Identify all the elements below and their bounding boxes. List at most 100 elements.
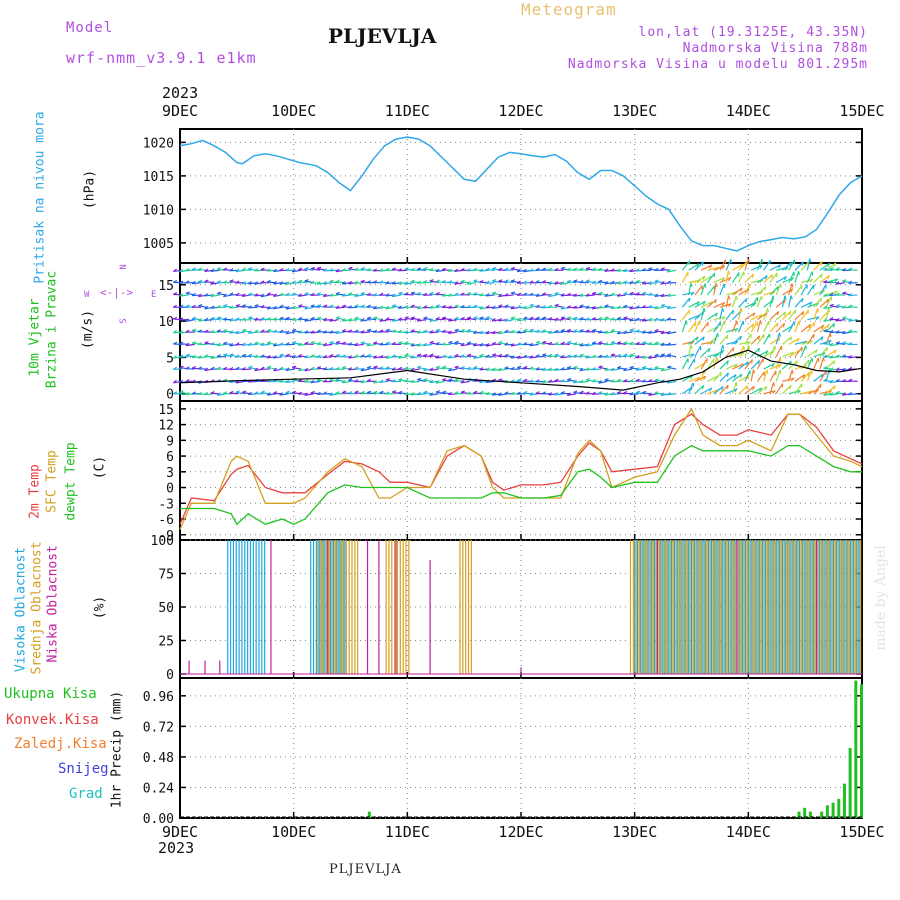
wind-arrowhead bbox=[685, 320, 688, 325]
wind-arrowhead bbox=[796, 338, 800, 343]
wind-arrow bbox=[529, 343, 539, 347]
wind-arrow bbox=[713, 316, 726, 321]
wind-arrowhead bbox=[654, 391, 659, 395]
wind-arrowhead bbox=[714, 299, 717, 304]
wind-arrow bbox=[285, 392, 295, 395]
wind-arrow bbox=[813, 383, 822, 395]
wind-arrow bbox=[467, 317, 477, 321]
wind-arrow bbox=[750, 314, 763, 321]
wind-arrowhead bbox=[398, 291, 403, 295]
wind-arrowhead bbox=[566, 292, 571, 296]
date-label-top: 14DEC bbox=[726, 102, 771, 120]
wind-arrowhead bbox=[354, 379, 359, 383]
wind-arrowhead bbox=[260, 317, 265, 320]
wind-arrowhead bbox=[802, 374, 806, 379]
wind-arrowhead bbox=[185, 353, 190, 357]
wind-arrow bbox=[732, 373, 743, 382]
wind-arrowhead bbox=[366, 353, 372, 357]
wind-arrow bbox=[617, 355, 627, 358]
wind-arrow bbox=[819, 262, 831, 271]
wind-arrow bbox=[585, 343, 595, 347]
wind-arrowhead bbox=[635, 367, 640, 371]
wind-arrow bbox=[688, 344, 692, 357]
wind-arrowhead bbox=[285, 379, 290, 383]
wind-arrowhead bbox=[610, 367, 615, 371]
wind-arrow bbox=[732, 363, 744, 370]
wind-arrowhead bbox=[660, 317, 665, 322]
wind-arrow bbox=[848, 294, 858, 297]
wind-arrowhead bbox=[720, 386, 724, 391]
wind-arrow bbox=[654, 355, 664, 358]
wind-arrowhead bbox=[722, 344, 725, 350]
date-label-top: 13DEC bbox=[612, 102, 657, 120]
wind-arrow bbox=[713, 371, 722, 382]
wind-arrow bbox=[410, 368, 420, 372]
wind-arrowhead bbox=[648, 292, 653, 296]
wind-arrowhead bbox=[666, 391, 671, 396]
wind-arrowhead bbox=[591, 391, 596, 395]
wind-arrow bbox=[592, 293, 602, 296]
wind-arrowhead bbox=[573, 390, 578, 393]
wind-arrowhead bbox=[179, 304, 184, 308]
wind-arrowhead bbox=[273, 342, 277, 347]
wind-arrowhead bbox=[808, 324, 812, 329]
wind-arrowhead bbox=[191, 391, 196, 395]
wind-arrow bbox=[635, 293, 645, 296]
wind-arrow bbox=[667, 331, 677, 335]
wind-arrowhead bbox=[782, 323, 786, 328]
wind-arrow bbox=[738, 341, 751, 345]
wind-arrowhead bbox=[460, 267, 465, 271]
wind-arrowhead bbox=[734, 341, 739, 345]
wind-arrowhead bbox=[800, 285, 803, 290]
wind-arrowhead bbox=[416, 280, 421, 284]
wind-arrow bbox=[788, 259, 796, 271]
wind-arrowhead bbox=[635, 279, 640, 283]
wind-arrow bbox=[648, 356, 658, 359]
wind-arrowhead bbox=[523, 292, 528, 296]
wind-arrowhead bbox=[316, 292, 321, 295]
wind-arrowhead bbox=[485, 267, 490, 271]
wind-arrow bbox=[554, 304, 564, 308]
wind-arrowhead bbox=[517, 365, 522, 369]
wind-arrowhead bbox=[222, 366, 228, 370]
wind-arrowhead bbox=[173, 379, 177, 384]
wind-arrow bbox=[744, 359, 753, 370]
wind-arrowhead bbox=[713, 272, 716, 278]
wind-arrow bbox=[667, 354, 677, 358]
wind-arrowhead bbox=[688, 260, 691, 265]
wind-arrow bbox=[623, 368, 633, 372]
wind-arrowhead bbox=[541, 280, 546, 283]
wind-arrow bbox=[217, 330, 227, 333]
date-label-top: 15DEC bbox=[839, 102, 884, 120]
wind-arrowhead bbox=[379, 390, 384, 394]
date-label-top: 11DEC bbox=[385, 102, 430, 120]
wind-arrowhead bbox=[728, 303, 732, 307]
wind-arrowhead bbox=[648, 378, 653, 382]
wind-arrow bbox=[848, 268, 858, 271]
wind-arrow bbox=[782, 261, 792, 271]
wind-arrowhead bbox=[410, 279, 415, 283]
wind-arrowhead bbox=[416, 353, 422, 357]
wind-arrowhead bbox=[279, 329, 284, 333]
wind-arrowhead bbox=[266, 392, 271, 396]
station-title: PLJEVLJA bbox=[328, 24, 437, 48]
cloud-tick: 75 bbox=[158, 567, 174, 582]
wind-arrowhead bbox=[373, 390, 378, 394]
wind-arrowhead bbox=[398, 366, 403, 370]
wind-arrow bbox=[681, 271, 689, 283]
wind-arrowhead bbox=[335, 391, 340, 395]
wind-arrowhead bbox=[841, 305, 846, 309]
wind-arrowhead bbox=[801, 261, 805, 266]
wind-arrow bbox=[379, 380, 389, 383]
wind-arrowhead bbox=[341, 267, 346, 272]
wind-arrowhead bbox=[491, 318, 496, 322]
wind-arrow bbox=[835, 342, 846, 345]
wind-arrowhead bbox=[410, 291, 415, 294]
wind-arrow bbox=[731, 320, 738, 333]
wind-arrowhead bbox=[216, 280, 221, 284]
wind-arrow bbox=[554, 393, 564, 396]
wind-arrow bbox=[517, 331, 527, 334]
wind-arrow bbox=[707, 298, 717, 308]
wind-arrowhead bbox=[247, 305, 253, 309]
wind-arrow bbox=[298, 269, 308, 271]
